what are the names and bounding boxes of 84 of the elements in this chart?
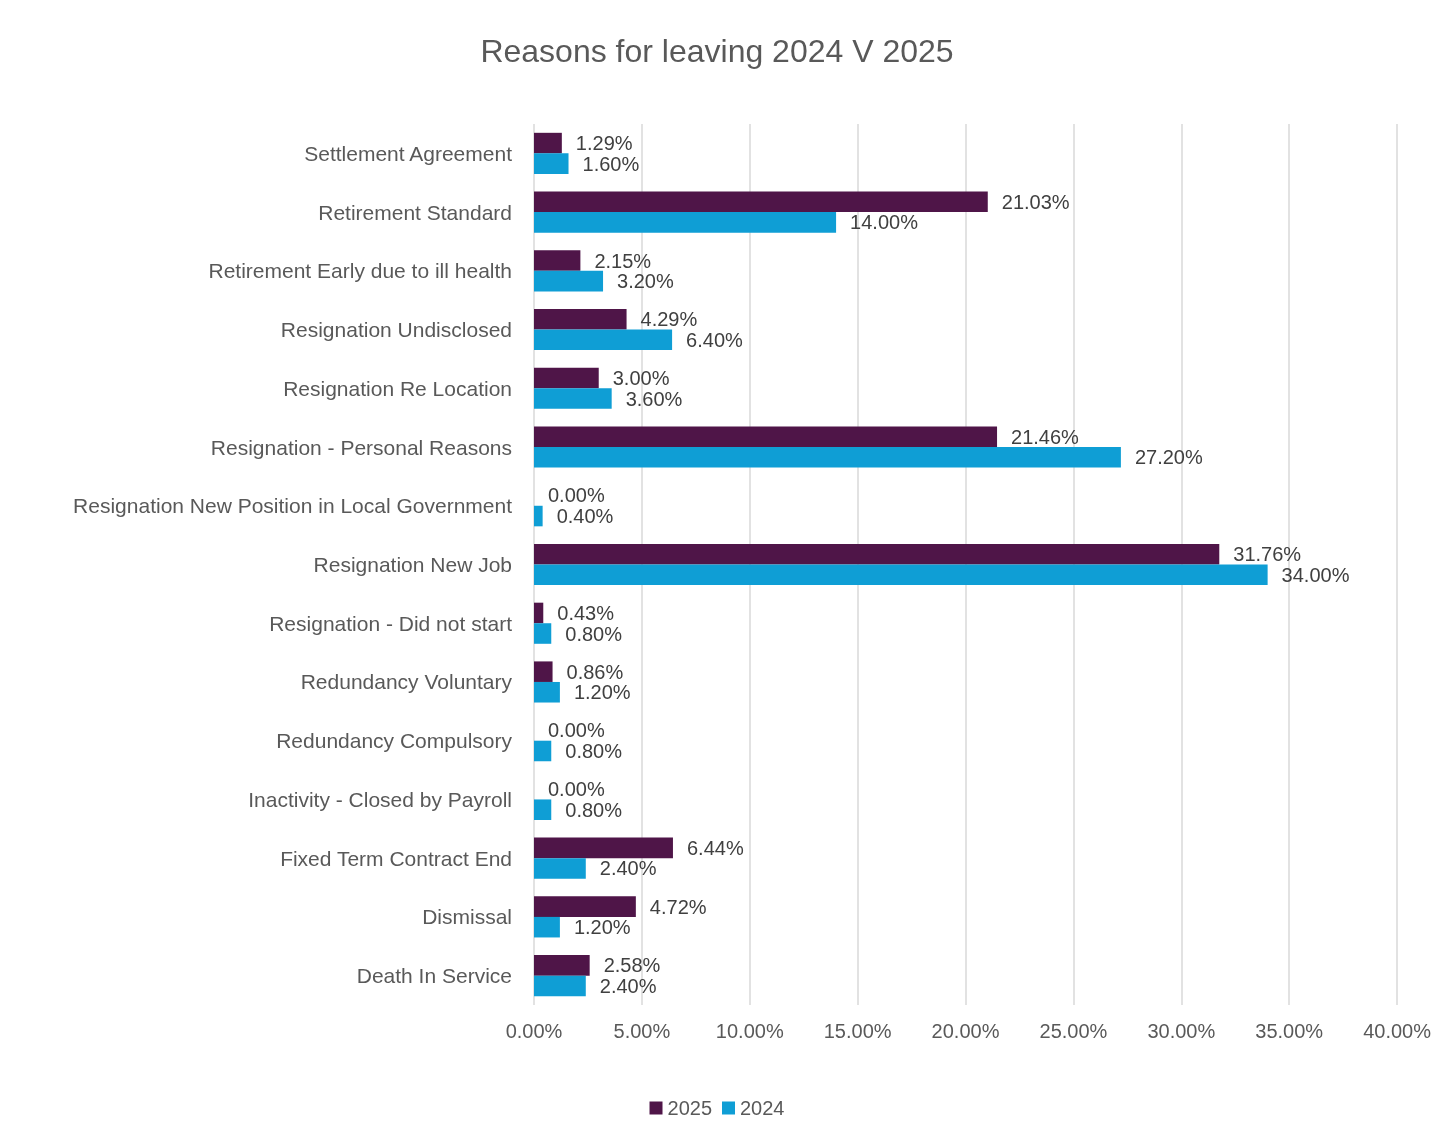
data-label: 0.80% bbox=[565, 622, 623, 645]
y-tick-label: Redundancy Voluntary bbox=[300, 670, 513, 694]
data-label: 6.40% bbox=[686, 328, 744, 351]
y-tick-label: Resignation - Did not start bbox=[269, 611, 513, 635]
data-label: 27.20% bbox=[1134, 446, 1203, 469]
data-label: 2.15% bbox=[594, 249, 652, 272]
data-label: 4.29% bbox=[640, 308, 698, 331]
bar bbox=[534, 270, 604, 292]
bar bbox=[534, 975, 586, 997]
data-label: 0.00% bbox=[548, 484, 605, 507]
bar bbox=[534, 367, 599, 389]
y-tick-label: Resignation - Personal Reasons bbox=[210, 435, 512, 459]
bar bbox=[534, 661, 553, 682]
data-label: 3.00% bbox=[612, 367, 670, 390]
data-label: 1.60% bbox=[582, 152, 640, 175]
bar bbox=[534, 447, 1121, 468]
x-tick-label: 15.00% bbox=[823, 1020, 892, 1042]
y-tick-label: Retirement Standard bbox=[318, 200, 512, 224]
data-label: 2.40% bbox=[599, 857, 657, 880]
bar bbox=[534, 153, 569, 174]
bar bbox=[534, 799, 552, 820]
bar bbox=[534, 505, 543, 527]
bar bbox=[534, 858, 586, 879]
bar bbox=[534, 602, 544, 624]
bar bbox=[534, 309, 627, 330]
data-label: 0.80% bbox=[565, 739, 623, 762]
y-tick-label: Resignation New Job bbox=[313, 553, 512, 576]
x-tick-label: 30.00% bbox=[1147, 1020, 1216, 1042]
data-label: 3.60% bbox=[625, 387, 683, 410]
x-tick-label: 35.00% bbox=[1255, 1020, 1324, 1042]
data-label: 0.00% bbox=[548, 719, 605, 742]
data-label: 2.58% bbox=[603, 954, 661, 977]
data-label: 6.44% bbox=[686, 836, 744, 859]
data-label: 2.40% bbox=[599, 974, 657, 997]
x-tick-label: 20.00% bbox=[931, 1020, 1000, 1042]
data-label: 1.29% bbox=[575, 132, 633, 155]
y-tick-label: Resignation Re Location bbox=[283, 376, 512, 400]
bar bbox=[534, 740, 552, 762]
chart-title: Reasons for leaving 2024 V 2025 bbox=[480, 33, 954, 69]
x-tick-label: 5.00% bbox=[613, 1020, 671, 1042]
data-label: 1.20% bbox=[573, 681, 631, 704]
y-tick-label: Fixed Term Contract End bbox=[280, 846, 512, 870]
bar bbox=[534, 896, 636, 917]
y-tick-label: Dismissal bbox=[422, 905, 512, 929]
bar bbox=[534, 623, 552, 644]
legend-label: 2024 bbox=[740, 1097, 785, 1119]
bar bbox=[534, 388, 612, 409]
y-tick-label: Death In Service bbox=[356, 964, 512, 988]
data-label: 0.86% bbox=[566, 660, 624, 683]
x-tick-label: 0.00% bbox=[505, 1020, 563, 1042]
data-label: 14.00% bbox=[850, 211, 919, 234]
bar bbox=[534, 955, 590, 976]
bar bbox=[534, 329, 673, 351]
legend-label: 2025 bbox=[667, 1097, 713, 1119]
data-label: 0.40% bbox=[556, 505, 614, 528]
data-label: 0.00% bbox=[548, 778, 605, 801]
y-tick-label: Settlement Agreement bbox=[304, 141, 513, 165]
bar bbox=[534, 564, 1268, 586]
bar bbox=[534, 837, 673, 859]
bar bbox=[534, 250, 581, 271]
data-label: 4.72% bbox=[649, 895, 707, 918]
bar bbox=[534, 132, 562, 154]
data-label: 31.76% bbox=[1233, 543, 1302, 566]
y-tick-label: Redundancy Compulsory bbox=[276, 729, 513, 753]
bar bbox=[534, 212, 837, 233]
x-tick-label: 10.00% bbox=[715, 1020, 784, 1042]
y-tick-label: Inactivity - Closed by Payroll bbox=[248, 787, 512, 811]
data-label: 0.80% bbox=[565, 798, 623, 821]
y-tick-label: Resignation Undisclosed bbox=[280, 318, 512, 342]
bar bbox=[534, 191, 988, 213]
data-label: 34.00% bbox=[1281, 563, 1350, 586]
data-label: 21.46% bbox=[1011, 425, 1080, 448]
data-label: 0.43% bbox=[557, 601, 615, 624]
bar bbox=[534, 681, 560, 703]
y-tick-label: Resignation New Position in Local Government bbox=[73, 494, 513, 518]
bar bbox=[534, 543, 1220, 565]
y-tick-label: Retirement Early due to ill health bbox=[208, 259, 512, 283]
x-tick-label: 25.00% bbox=[1039, 1020, 1108, 1042]
bar bbox=[534, 916, 560, 938]
bar bbox=[534, 426, 998, 448]
data-label: 21.03% bbox=[1001, 190, 1070, 213]
x-tick-label: 40.00% bbox=[1363, 1020, 1432, 1042]
data-label: 1.20% bbox=[573, 916, 631, 939]
data-label: 3.20% bbox=[617, 270, 674, 293]
